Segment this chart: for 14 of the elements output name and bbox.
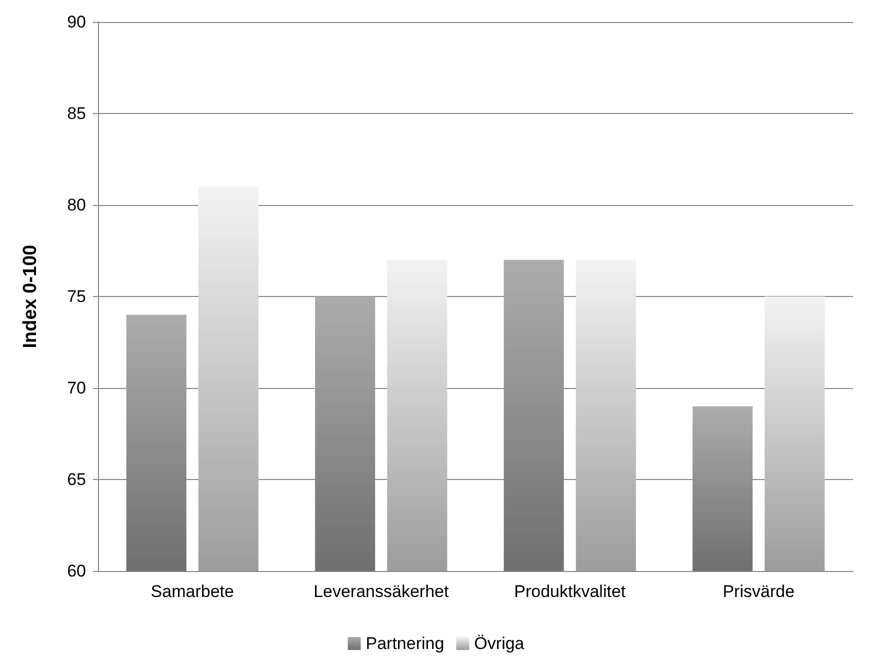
y-tick-label: 70 (67, 378, 86, 398)
y-tick-label: 65 (67, 470, 86, 489)
legend-label: Partnering (366, 634, 444, 653)
y-tick-label: 85 (67, 104, 86, 123)
x-tick-label: Produktkvalitet (514, 582, 626, 601)
x-tick-label: Prisvärde (722, 582, 795, 601)
y-tick-label: 60 (67, 562, 86, 580)
legend-label: Övriga (474, 634, 525, 653)
y-tick-label: 80 (67, 196, 86, 214)
x-tick-label: Leveranssäkerhet (314, 582, 449, 601)
y-tick-label: 90 (67, 12, 86, 32)
y-axis-title: Index 0-100 (20, 244, 41, 348)
x-tick-label: Samarbete (150, 582, 234, 601)
y-tick-label: 75 (67, 287, 86, 306)
